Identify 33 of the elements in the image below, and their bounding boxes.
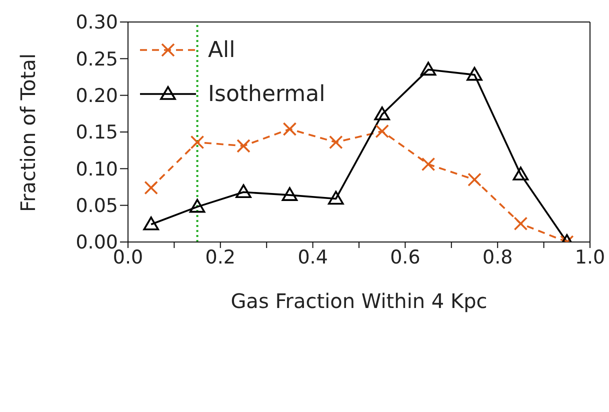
point — [144, 180, 158, 195]
y-tick-label: 0.05 — [76, 195, 118, 218]
point — [282, 122, 297, 136]
point — [328, 190, 344, 205]
point — [236, 184, 252, 198]
point — [143, 216, 159, 230]
x-tick-label: 0.6 — [390, 246, 420, 268]
y-tick-label: 0.15 — [76, 122, 118, 144]
legend-label: Isothermal — [208, 82, 326, 106]
point — [236, 139, 250, 153]
legend-label: All — [208, 38, 236, 62]
point — [421, 157, 436, 172]
y-tick-label: 0.20 — [76, 85, 118, 108]
y-tick-label: 0.10 — [76, 158, 118, 180]
point — [375, 124, 389, 138]
point — [466, 66, 482, 81]
y-tick-label: 0.25 — [76, 48, 118, 70]
x-tick-label: 0.2 — [205, 246, 236, 268]
point — [282, 187, 298, 201]
y-axis-title: Fraction of Total — [16, 53, 40, 212]
x-tick-label: 1.0 — [574, 246, 606, 268]
y-tick-label: 0.30 — [76, 12, 118, 34]
x-tick-label: 0.8 — [482, 246, 513, 268]
point — [374, 106, 390, 120]
point — [420, 62, 436, 76]
x-tick-label: 0.4 — [298, 246, 328, 268]
point — [468, 172, 482, 187]
point — [512, 166, 529, 180]
point — [190, 135, 204, 150]
point — [514, 216, 528, 231]
point — [329, 135, 343, 150]
x-axis-title: Gas Fraction Within 4 Kpc — [230, 289, 488, 313]
point — [189, 198, 206, 213]
